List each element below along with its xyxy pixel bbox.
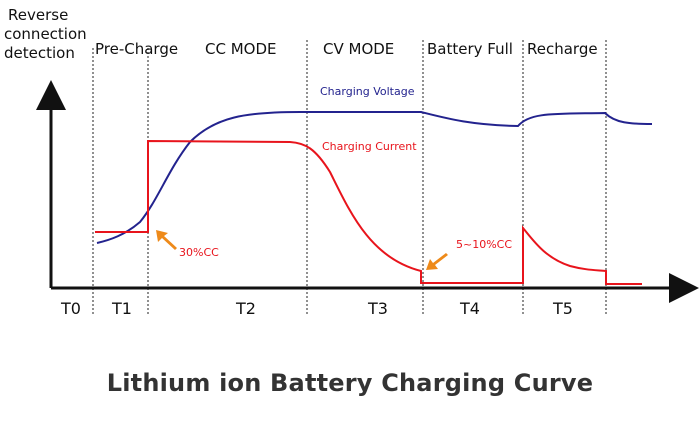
tick-label-t4: T4 <box>459 299 480 318</box>
precharge-current-annotation: 30%CC <box>179 246 219 259</box>
diagram-caption: Lithium ion Battery Charging Curve <box>106 369 594 397</box>
tick-label-t3: T3 <box>367 299 388 318</box>
precharge-arrow-icon <box>156 230 177 250</box>
tick-label-t2: T2 <box>235 299 256 318</box>
termination-current-annotation: 5~10%CC <box>456 238 512 251</box>
phase-dividers <box>92 40 607 314</box>
reverse-detection-label-line2: connection <box>4 25 87 43</box>
phase-label-pre-charge: Pre-Charge <box>95 40 178 58</box>
tick-label-t1: T1 <box>111 299 132 318</box>
charging-voltage-label: Charging Voltage <box>320 85 415 98</box>
phase-label-battery-full: Battery Full <box>427 40 513 58</box>
charging-current-curve <box>95 139 642 285</box>
phase-label-recharge: Recharge <box>527 40 598 58</box>
tick-label-t5: T5 <box>552 299 573 318</box>
charging-current-label: Charging Current <box>322 140 417 153</box>
phase-label-cc-mode: CC MODE <box>205 40 277 58</box>
termination-arrow-icon <box>426 253 448 270</box>
charging-voltage-curve <box>96 111 653 244</box>
reverse-detection-label-line1: Reverse <box>8 6 68 24</box>
reverse-detection-label-line3: detection <box>4 44 75 62</box>
tick-label-t0: T0 <box>60 299 81 318</box>
phase-label-cv-mode: CV MODE <box>323 40 394 58</box>
